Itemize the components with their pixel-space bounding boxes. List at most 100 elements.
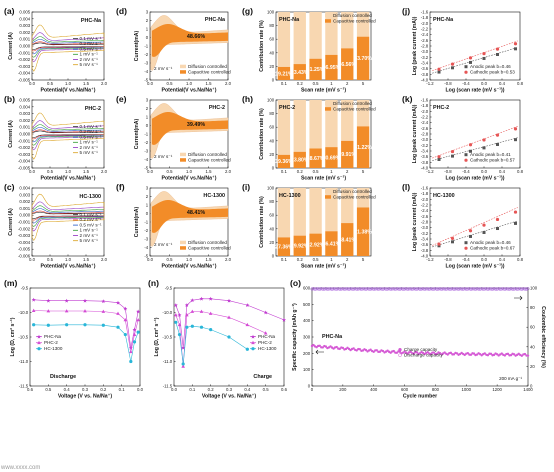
bar-diffusion xyxy=(309,188,322,234)
x-tick-label: 1200 xyxy=(492,387,502,392)
y-axis-label: Current(mA) xyxy=(134,118,140,149)
legend-label: 0.1 mV s⁻¹ xyxy=(80,36,103,41)
data-point xyxy=(64,309,69,313)
panel-letter: (a) xyxy=(4,6,15,16)
data-point xyxy=(469,149,472,153)
x-tick-label: 0.2 xyxy=(297,257,304,262)
efficiency-point xyxy=(413,287,417,291)
y-tick-label: -4.0 xyxy=(421,166,429,171)
data-point xyxy=(437,155,441,159)
data-point xyxy=(46,298,51,303)
legend-marker xyxy=(464,158,468,162)
efficiency-point xyxy=(381,287,385,291)
legend-label: 1 mV s⁻¹ xyxy=(80,228,99,233)
bar-value-label: 29.92% xyxy=(291,244,309,250)
x-tick-label: 0.1 xyxy=(119,387,126,392)
charge-point xyxy=(452,353,456,356)
panel-letter: (m) xyxy=(4,278,18,288)
efficiency-point xyxy=(310,287,314,291)
charge-point xyxy=(446,353,449,356)
y2-tick-label: 80 xyxy=(530,305,535,310)
data-point xyxy=(123,332,127,337)
bar-capacitive xyxy=(293,235,306,256)
efficiency-point xyxy=(350,287,354,291)
y-tick-label: 0.005 xyxy=(19,98,30,103)
x-tick-label: 0.5 xyxy=(45,387,52,392)
bar-value-label: 36.41% xyxy=(323,241,341,247)
x-tick-label: 1 xyxy=(330,169,333,174)
bar-value-label: 48.41% xyxy=(338,237,356,243)
efficiency-point xyxy=(430,287,434,291)
data-point xyxy=(83,323,87,327)
y-tick-label: 0.000 xyxy=(19,44,30,49)
efficiency-point xyxy=(312,287,316,291)
legend-label: Cathodic peak b=0.67 xyxy=(470,246,515,251)
y-tick-label: -9.5 xyxy=(21,286,29,291)
data-point xyxy=(495,133,500,137)
x-tick-label: 0.6 xyxy=(27,387,34,392)
efficiency-point xyxy=(458,287,462,291)
legend-label: Diffusion controlled xyxy=(333,101,372,106)
charge-point xyxy=(526,354,530,357)
legend-marker xyxy=(251,340,255,345)
data-point xyxy=(263,331,268,335)
efficiency-point xyxy=(406,287,410,291)
charge-point xyxy=(375,349,378,352)
legend-swatch xyxy=(325,189,331,194)
charge-point xyxy=(466,351,470,355)
legend-label: 2 mV s⁻¹ xyxy=(80,145,99,150)
legend-label: Capacitive controlled xyxy=(188,246,231,251)
x-tick-label: -0.8 xyxy=(444,169,452,174)
bar-diffusion xyxy=(356,12,370,37)
data-point xyxy=(437,70,441,74)
y-axis-label: Specific capacity (mAh g⁻¹) xyxy=(292,303,298,371)
efficiency-point xyxy=(478,287,482,291)
bar-diffusion xyxy=(341,100,354,141)
data-point xyxy=(513,210,518,214)
y-tick-label: 0.003 xyxy=(19,23,30,28)
data-point xyxy=(468,229,473,233)
charge-point xyxy=(381,349,385,353)
efficiency-point xyxy=(452,287,456,291)
x-tick-label: 0.0 xyxy=(29,257,36,262)
bar-diffusion xyxy=(293,12,306,65)
efficiency-point xyxy=(494,287,498,291)
legend-marker xyxy=(37,334,41,339)
efficiency-point xyxy=(386,287,390,291)
y-tick-label: 1 xyxy=(146,115,149,120)
x-tick-label: 1.5 xyxy=(206,257,213,262)
legend-label: 1 mV s⁻¹ xyxy=(80,140,99,145)
legend-label: Anodic peak b=0.46 xyxy=(470,240,511,245)
y-tick-label: -5 xyxy=(144,166,148,171)
efficiency-point xyxy=(433,287,437,291)
data-point xyxy=(482,146,486,150)
charge-point xyxy=(352,347,355,350)
x-axis-label: Log (scan rate (mV s⁻¹)) xyxy=(446,88,505,94)
data-point xyxy=(132,340,137,344)
x-tick-label: 0.1 xyxy=(189,387,196,392)
y-tick-label: -3.4 xyxy=(421,149,429,154)
y-tick-label: 0.002 xyxy=(19,118,30,123)
data-point xyxy=(514,47,517,51)
plot-frame xyxy=(275,11,372,81)
efficiency-point xyxy=(472,287,476,291)
cycling-performance: (o)0 200 400 600 800 1000 1200 1400600500400300… xyxy=(290,278,546,400)
x-tick-label: 0 xyxy=(311,387,314,392)
y-tick-label: -2.0 xyxy=(421,197,429,202)
data-point xyxy=(32,323,36,327)
y-tick-label: 3 xyxy=(146,10,149,15)
legend-label: 5 mV s⁻¹ xyxy=(80,238,99,243)
data-point xyxy=(83,309,87,313)
charge-point xyxy=(506,352,510,356)
bar-capacitive xyxy=(309,148,322,168)
legend-label: 0.5 mV s⁻¹ xyxy=(80,222,103,227)
efficiency-point xyxy=(461,287,465,291)
efficiency-point xyxy=(511,287,515,291)
efficiency-point xyxy=(495,287,499,291)
data-point xyxy=(495,47,500,51)
series-line xyxy=(33,310,139,352)
x-tick-label: 2 xyxy=(346,257,349,262)
x-tick-label: 0.0 xyxy=(29,169,36,174)
y-tick-label: -11.5 xyxy=(163,384,173,389)
legend-swatch xyxy=(325,19,331,23)
